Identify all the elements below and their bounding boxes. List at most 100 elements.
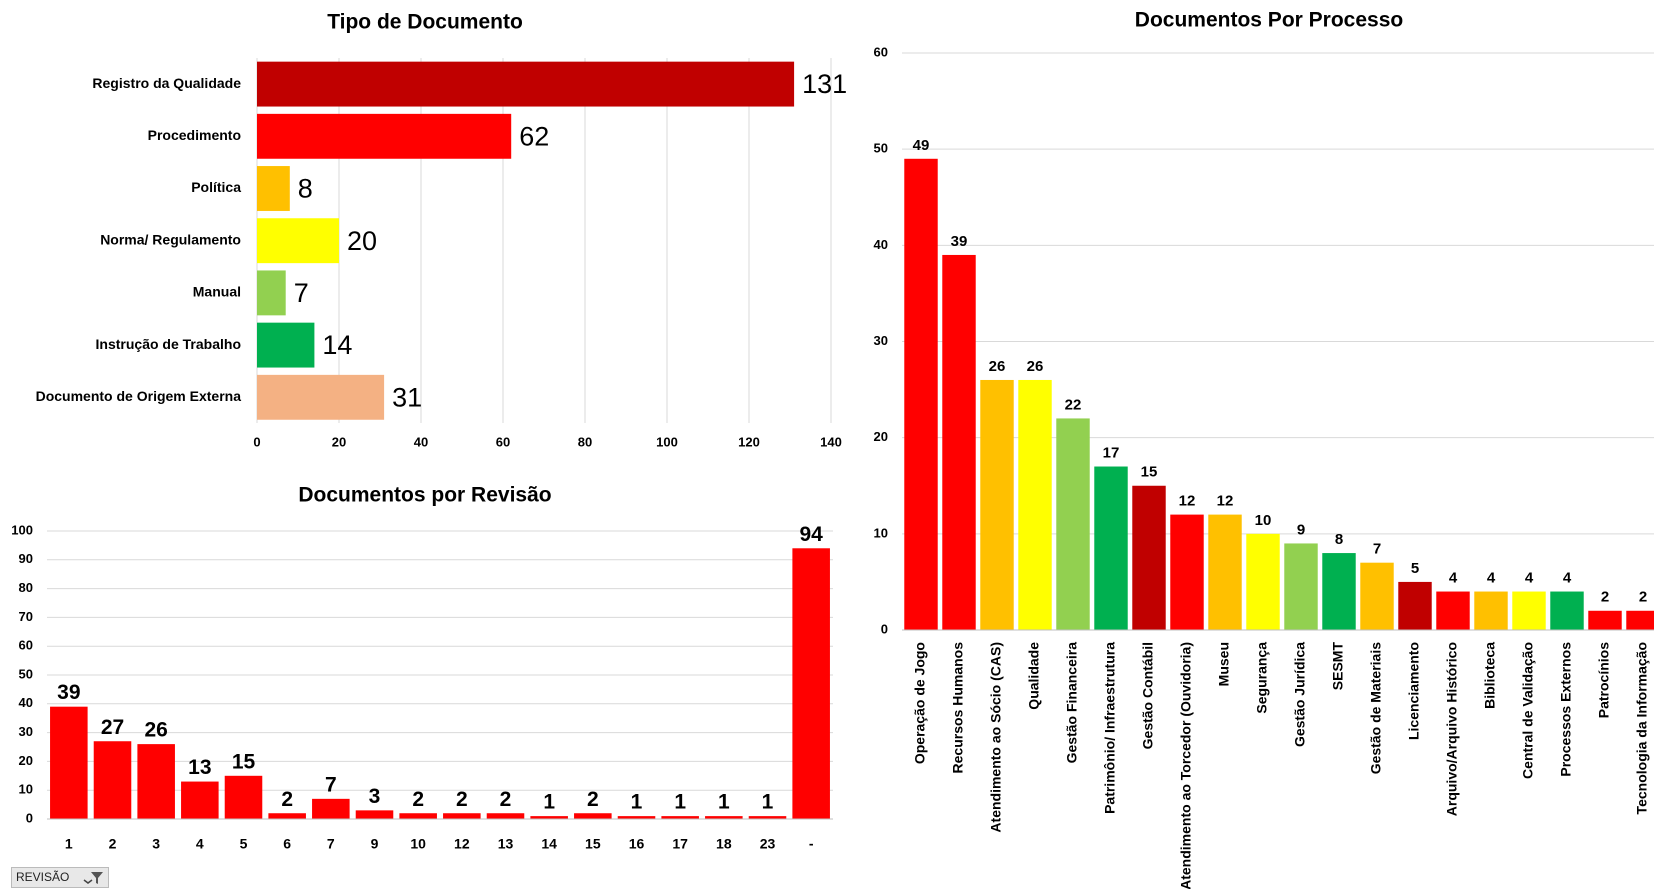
bar — [268, 813, 306, 819]
data-label: 1 — [631, 791, 643, 814]
data-label: 26 — [989, 358, 1006, 375]
bar — [1474, 591, 1508, 630]
data-label: 2 — [1601, 589, 1609, 606]
bar — [1626, 610, 1654, 630]
data-label: 94 — [799, 523, 823, 546]
category-label: Recursos Humanos — [950, 642, 966, 774]
x-tick-label: 80 — [578, 434, 592, 449]
category-label: 6 — [283, 836, 291, 852]
y-tick-label: 70 — [19, 609, 33, 624]
data-label: 12 — [1179, 493, 1196, 510]
bar — [257, 218, 339, 264]
data-label: 5 — [1411, 560, 1419, 577]
category-label: Procedimento — [148, 127, 241, 143]
category-label: 18 — [716, 836, 732, 852]
filter-icon — [83, 872, 103, 884]
data-label: 1 — [718, 791, 730, 814]
category-label: Processos Externos — [1558, 642, 1574, 777]
data-label: 2 — [500, 788, 512, 811]
category-label: 9 — [371, 836, 379, 852]
bar — [792, 548, 830, 819]
category-label: Patrocínios — [1596, 642, 1612, 718]
bar — [980, 379, 1014, 630]
data-label: 7 — [325, 773, 337, 796]
bar — [705, 816, 743, 819]
category-label: 23 — [760, 836, 776, 852]
bar — [399, 813, 437, 819]
chart-title: Tipo de Documento — [327, 11, 523, 34]
x-tick-label: 140 — [820, 434, 842, 449]
category-label: 10 — [410, 836, 426, 852]
bar — [257, 374, 385, 420]
data-label: 31 — [392, 382, 422, 412]
bar — [257, 113, 512, 159]
category-label: 17 — [672, 836, 688, 852]
y-tick-label: 20 — [19, 753, 33, 768]
category-label: Biblioteca — [1482, 642, 1498, 709]
chart-title: Documentos por Revisão — [298, 484, 551, 507]
category-label: Segurança — [1254, 642, 1270, 714]
bar — [224, 775, 263, 819]
y-tick-label: 60 — [874, 44, 888, 59]
bar — [257, 322, 315, 368]
data-label: 2 — [587, 788, 599, 811]
category-label: 1 — [65, 836, 73, 852]
category-label: 12 — [454, 836, 470, 852]
bar — [1360, 562, 1394, 630]
bar — [1588, 610, 1622, 630]
y-tick-label: 10 — [19, 782, 33, 797]
x-tick-label: 120 — [738, 434, 760, 449]
y-tick-label: 30 — [19, 724, 33, 739]
bar — [1132, 485, 1166, 630]
bar — [137, 744, 175, 819]
bar — [312, 798, 350, 819]
category-label: Operação de Jogo — [912, 642, 928, 764]
bar — [257, 166, 290, 211]
category-label: Gestão Financeira — [1064, 642, 1080, 764]
bar — [1512, 591, 1546, 630]
category-label: Licenciamento — [1406, 642, 1422, 740]
data-label: 13 — [188, 756, 211, 779]
bar — [942, 254, 976, 630]
category-label: Gestão Jurídica — [1292, 642, 1308, 747]
y-tick-label: 50 — [874, 141, 888, 156]
bar — [93, 741, 132, 819]
data-label: 7 — [1373, 541, 1381, 558]
category-label: Política — [191, 179, 241, 195]
bar — [574, 813, 612, 819]
data-label: 22 — [1065, 396, 1082, 413]
bar — [748, 816, 787, 819]
category-label: Atendimento ao Torcedor (Ouvidoria) — [1178, 642, 1194, 889]
category-label: 2 — [109, 836, 117, 852]
data-label: 1 — [674, 791, 686, 814]
data-label: 9 — [1297, 521, 1305, 538]
x-tick-label: 40 — [414, 434, 428, 449]
category-label: 3 — [152, 836, 160, 852]
data-label: 2 — [456, 788, 468, 811]
data-label: 14 — [322, 330, 352, 360]
y-tick-label: 40 — [874, 237, 888, 252]
bar — [257, 270, 286, 316]
data-label: 49 — [913, 137, 930, 154]
bar — [1398, 581, 1432, 630]
category-label: 13 — [498, 836, 514, 852]
y-tick-label: 40 — [19, 695, 33, 710]
bar — [486, 813, 525, 819]
category-label: 15 — [585, 836, 601, 852]
bar — [1208, 514, 1242, 630]
y-tick-label: 80 — [19, 580, 33, 595]
data-label: 3 — [369, 785, 381, 808]
data-label: 4 — [1449, 570, 1458, 587]
bar — [50, 706, 88, 819]
category-label: Museu — [1216, 642, 1232, 686]
category-label: 16 — [629, 836, 645, 852]
y-tick-label: 90 — [19, 551, 33, 566]
filter-label: REVISÃO — [16, 870, 70, 884]
category-label: Atendimento ao Sócio (CAS) — [988, 642, 1004, 833]
y-tick-label: 60 — [19, 638, 33, 653]
bar — [661, 816, 699, 819]
filter-button[interactable]: REVISÃO — [11, 867, 109, 888]
category-label: SESMT — [1330, 642, 1346, 691]
